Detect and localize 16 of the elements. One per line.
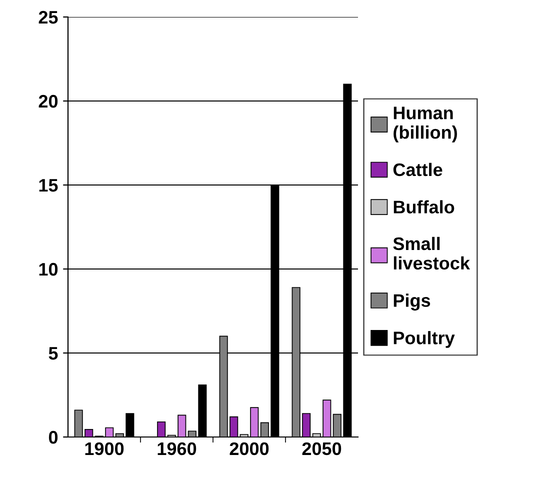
x-tick-label: 2050 (302, 442, 342, 456)
y-tick-label: 20 (38, 94, 58, 108)
x-tick-label: 1960 (158, 442, 196, 456)
legend-label: Pigs (394, 294, 430, 311)
legend-label: Human (billion) (394, 106, 457, 142)
legend-label: Cattle (393, 162, 442, 176)
x-tick-label: 2000 (230, 442, 269, 456)
legend-label: Poultry (394, 331, 455, 348)
y-tick-label: 15 (39, 179, 58, 192)
y-tick-label: 5 (48, 347, 58, 360)
y-tick-label: 0 (48, 430, 58, 444)
y-tick-label: 25 (38, 10, 58, 24)
x-tick-label: 1900 (85, 442, 124, 456)
legend-label: Buffalo (394, 200, 454, 214)
y-tick-label: 10 (39, 262, 58, 276)
legend-label: Small livestock (393, 236, 470, 270)
